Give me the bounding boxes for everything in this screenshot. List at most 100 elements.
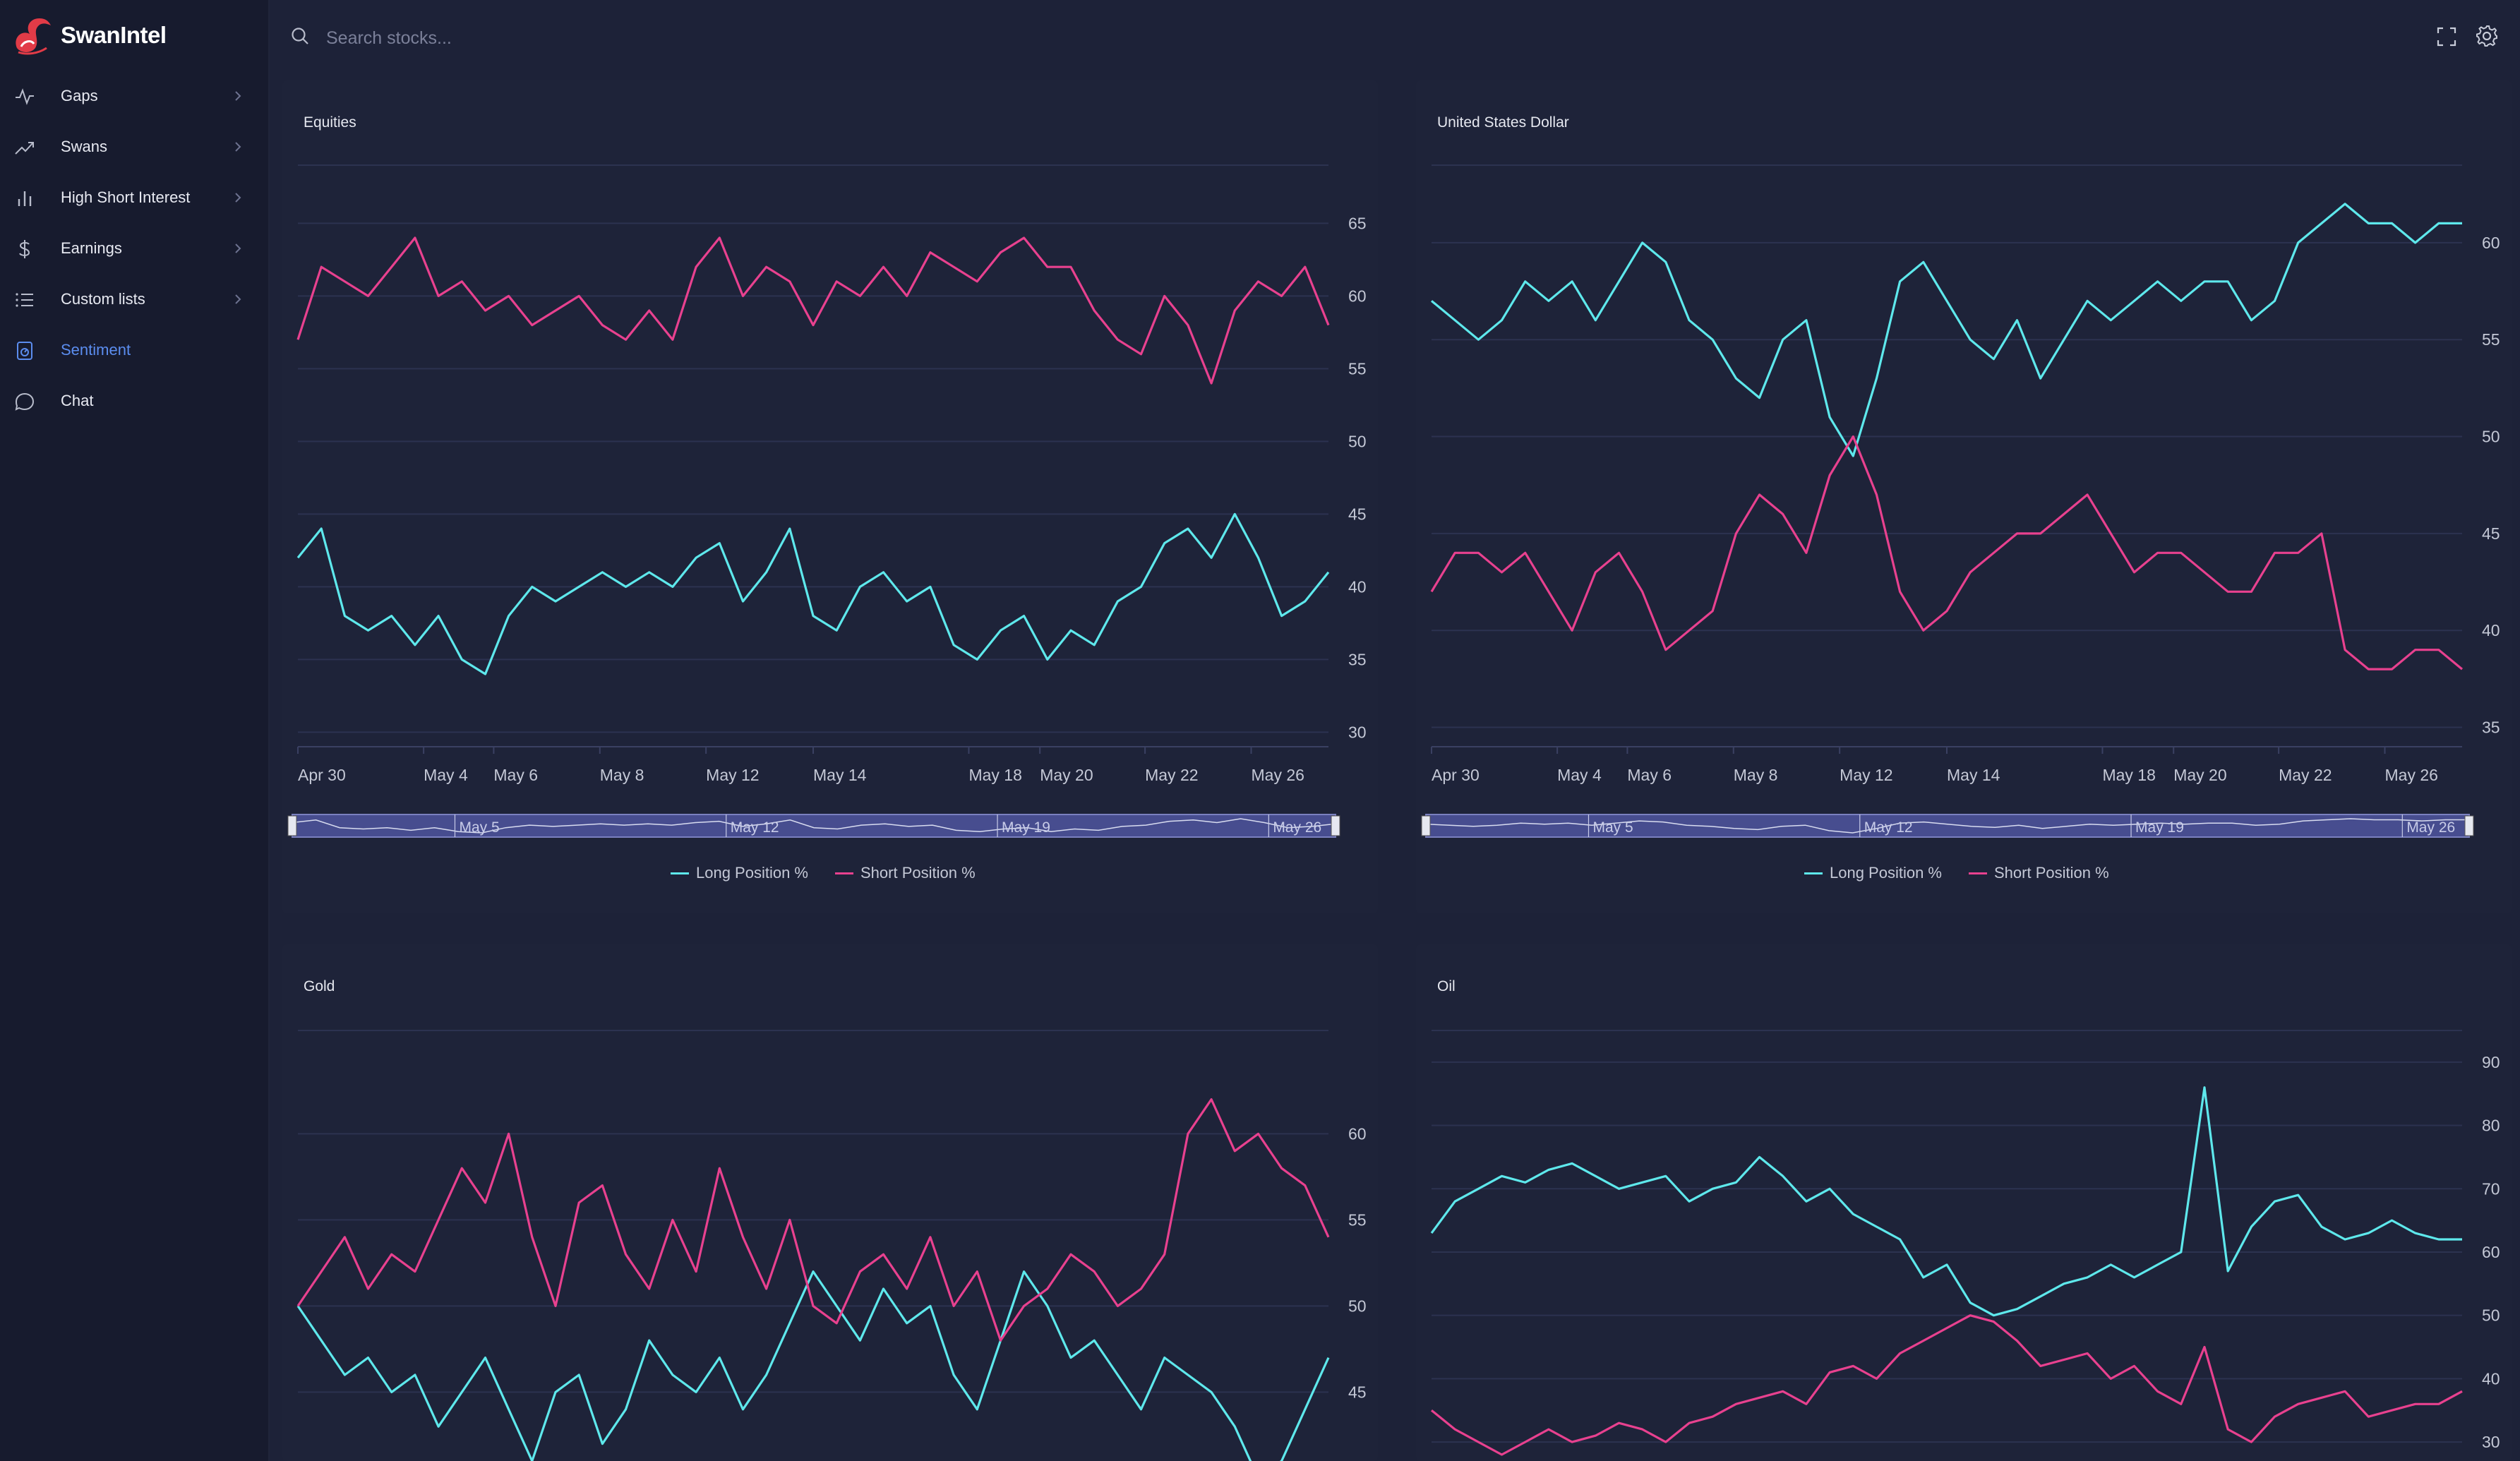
chat-bubble-icon — [15, 392, 35, 411]
legend-long-swatch[interactable] — [1804, 872, 1823, 874]
gear-icon[interactable] — [2475, 24, 2499, 48]
navigator-right-handle[interactable] — [1331, 815, 1340, 836]
x-tick-label: May 6 — [493, 766, 538, 784]
sidebar-item-custom-lists[interactable]: Custom lists — [0, 274, 268, 325]
y-tick-label: 35 — [2482, 719, 2500, 737]
y-tick-label: 60 — [1348, 287, 1367, 305]
legend-short-label[interactable]: Short Position % — [1994, 864, 2109, 882]
sidebar-item-label: Earnings — [61, 239, 122, 257]
list-icon — [16, 293, 33, 307]
x-tick-label: May 4 — [424, 766, 468, 784]
x-tick-label: May 14 — [813, 766, 867, 784]
long-position-series[interactable] — [296, 512, 1330, 675]
sidebar-item-earnings[interactable]: Earnings — [0, 223, 268, 274]
chart-panel-equities: Equities 65 60 55 50 45 40 35 30 Apr 30 May 4 May … — [282, 80, 1378, 913]
legend-long-swatch[interactable] — [671, 872, 689, 874]
x-tick-label: May 8 — [1734, 766, 1778, 784]
x-tick-label: May 18 — [2102, 766, 2155, 784]
short-position-series[interactable] — [1430, 1314, 2463, 1456]
usd-chart[interactable]: 60 55 50 45 40 35 Apr 30 May 4 May 6 May 8 May 12 M… — [1416, 80, 2512, 913]
sidebar-item-high-short-interest[interactable]: High Short Interest — [0, 172, 268, 223]
sidebar-item-sentiment[interactable]: Sentiment — [0, 325, 268, 375]
short-position-series[interactable] — [1430, 435, 2464, 671]
y-tick-label: 30 — [1348, 723, 1367, 741]
brand[interactable]: SwanIntel — [11, 13, 167, 58]
chart-title: Gold — [304, 978, 335, 994]
y-tick-label: 65 — [1348, 214, 1367, 232]
sidebar-item-label: Swans — [61, 138, 108, 155]
y-tick-label: 50 — [2482, 1306, 2500, 1325]
chart-panel-oil: Oil 90 80 70 60 50 40 30 — [1416, 944, 2512, 1461]
x-tick-label: Apr 30 — [298, 766, 346, 784]
sidebar-nav: Gaps Swans High Short Interest — [0, 71, 268, 426]
legend-long-label[interactable]: Long Position % — [1830, 864, 1942, 882]
short-position-series[interactable] — [296, 236, 1330, 385]
y-tick-label: 50 — [2482, 428, 2500, 446]
y-tick-label: 45 — [1348, 505, 1367, 523]
x-tick-label: May 4 — [1557, 766, 1602, 784]
y-tick-label: 60 — [1348, 1124, 1367, 1143]
navigator-label: May 5 — [1592, 819, 1633, 836]
long-position-series[interactable] — [296, 1270, 1330, 1461]
y-tick-label: 60 — [2482, 234, 2500, 252]
legend-short-swatch[interactable] — [1969, 872, 1987, 874]
oil-chart[interactable]: 90 80 70 60 50 40 30 — [1416, 944, 2512, 1461]
x-tick-label: May 26 — [1252, 766, 1304, 784]
navigator-right-handle[interactable] — [2464, 815, 2474, 836]
x-tick-label: May 20 — [2173, 766, 2226, 784]
legend-long-label[interactable]: Long Position % — [696, 864, 808, 882]
y-tick-label: 70 — [2482, 1179, 2500, 1198]
navigator-label: May 19 — [2135, 819, 2184, 836]
legend-short-label[interactable]: Short Position % — [860, 864, 976, 882]
x-tick-label: Apr 30 — [1432, 766, 1480, 784]
navigator-left-handle[interactable] — [287, 815, 297, 836]
search-icon — [292, 28, 308, 44]
navigator-range[interactable] — [292, 814, 1336, 838]
navigator-label: May 12 — [1864, 819, 1913, 836]
x-tick-label: May 12 — [706, 766, 759, 784]
x-tick-label: May 22 — [1145, 766, 1198, 784]
top-bar — [268, 0, 2520, 76]
y-tick-label: 90 — [2482, 1053, 2500, 1071]
navigator-label: May 26 — [1273, 819, 1321, 836]
navigator-label: May 12 — [731, 819, 779, 836]
y-tick-label: 55 — [1348, 359, 1367, 378]
y-tick-label: 40 — [2482, 621, 2500, 639]
long-position-series[interactable] — [1430, 1086, 2462, 1317]
sidebar-item-label: High Short Interest — [61, 188, 191, 206]
equities-chart[interactable]: 65 60 55 50 45 40 35 30 Apr 30 May 4 May 6 May 8 May… — [282, 80, 1378, 913]
long-position-series[interactable] — [1430, 203, 2462, 457]
sidebar-item-chat[interactable]: Chat — [0, 375, 268, 426]
x-tick-label: May 14 — [1947, 766, 2000, 784]
sidebar-item-label: Chat — [61, 392, 94, 409]
y-tick-label: 40 — [1348, 577, 1367, 596]
y-tick-label: 80 — [2482, 1117, 2500, 1135]
chevron-right-icon — [235, 294, 241, 304]
sidebar: SwanIntel Gaps Swans High Short Interest — [0, 0, 270, 1461]
y-tick-label: 55 — [2482, 330, 2500, 349]
search-input[interactable] — [325, 21, 1175, 55]
brand-name: SwanIntel — [61, 22, 167, 48]
y-tick-label: 50 — [1348, 432, 1367, 450]
navigator-series — [292, 818, 1336, 834]
legend-short-swatch[interactable] — [835, 872, 853, 874]
navigator-label: May 5 — [459, 819, 499, 836]
navigator-range[interactable] — [1425, 814, 2470, 838]
gauge-icon — [17, 342, 32, 360]
sidebar-item-swans[interactable]: Swans — [0, 121, 268, 172]
sidebar-item-gaps[interactable]: Gaps — [0, 71, 268, 121]
sidebar-item-label: Custom lists — [61, 290, 145, 308]
short-position-series[interactable] — [296, 1098, 1330, 1342]
chart-title: Oil — [1437, 978, 1456, 994]
chart-panel-gold: Gold 60 55 50 45 — [282, 944, 1378, 1461]
chart-title: United States Dollar — [1437, 114, 1569, 131]
chart-legend: Long Position % Short Position % — [671, 864, 976, 882]
x-tick-label: May 22 — [2279, 766, 2332, 784]
chart-legend: Long Position % Short Position % — [1804, 864, 2109, 882]
chart-title: Equities — [304, 114, 356, 131]
navigator-left-handle[interactable] — [1421, 815, 1431, 836]
x-tick-label: May 20 — [1040, 766, 1093, 784]
gold-chart[interactable]: 60 55 50 45 — [282, 944, 1378, 1461]
fullscreen-icon[interactable] — [2435, 25, 2458, 48]
y-tick-label: 50 — [1348, 1297, 1367, 1315]
